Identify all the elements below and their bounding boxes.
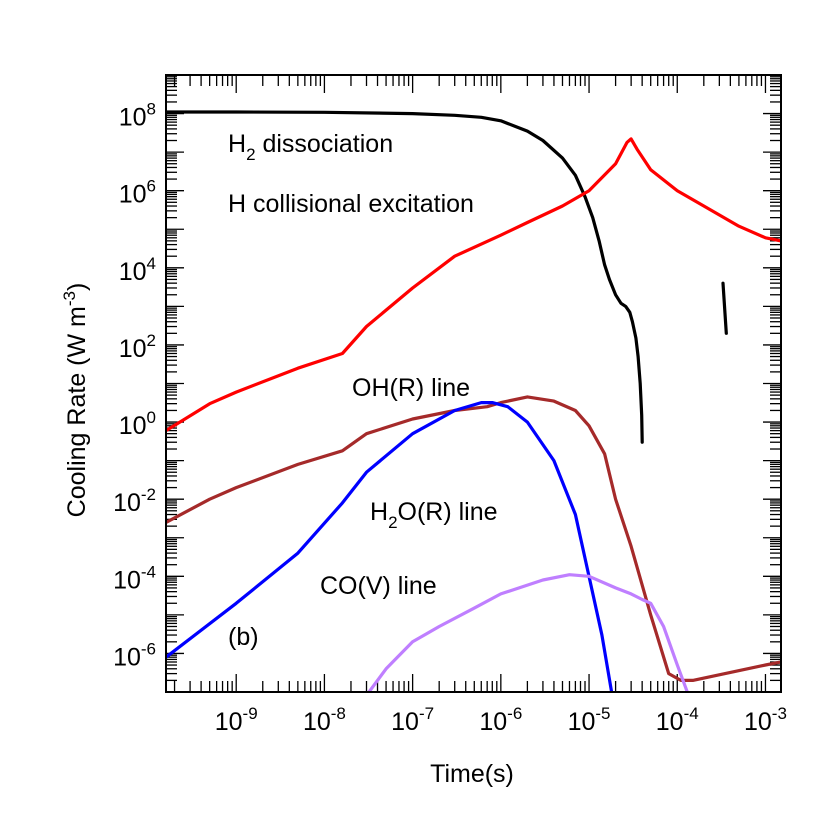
y-tick-label: 10-4 — [113, 562, 156, 594]
y-axis-title-exponent: -3 — [60, 291, 79, 306]
x-tick-label: 10-5 — [568, 704, 611, 736]
x-tick-label-base: 10 — [479, 708, 507, 736]
y-tick-label: 102 — [119, 331, 156, 363]
y-tick-label-base: 10 — [119, 258, 147, 286]
plot-frame — [165, 74, 782, 693]
y-tick-label-exponent: 8 — [147, 100, 156, 119]
y-tick-label-base: 10 — [119, 104, 147, 132]
panel-label: (b) — [228, 623, 259, 651]
y-tick-label-exponent: -6 — [141, 639, 156, 658]
legend-h2o-r-line-rest: O(R) line — [398, 498, 498, 526]
series-line-3-0 — [166, 401, 614, 692]
data-series — [166, 110, 781, 692]
tick-labels: 10-9 10-8 10-7 10-6 10-5 10-4 10-3108106104102… — [113, 100, 787, 736]
series-line-0-0 — [166, 110, 644, 444]
x-tick-label-base: 10 — [568, 708, 596, 736]
y-tick-label: 10-6 — [113, 639, 156, 671]
y-tick-label-base: 10 — [113, 643, 141, 671]
x-tick-label-base: 10 — [744, 708, 772, 736]
x-tick-label: 10-7 — [391, 704, 434, 736]
x-tick-label-base: 10 — [303, 708, 331, 736]
legend-h2o-r-line: H2O(R) line — [370, 498, 498, 532]
y-tick-label-exponent: 0 — [147, 408, 156, 427]
y-axis-title-main: Cooling Rate (W m — [63, 306, 91, 517]
x-tick-label-exponent: -5 — [595, 704, 610, 723]
legend-h2-dissociation-sub: 2 — [246, 145, 255, 164]
y-tick-label-exponent: -2 — [141, 485, 156, 504]
tick-marks — [166, 74, 781, 693]
y-tick-label: 108 — [119, 100, 156, 132]
x-tick-label: 10-6 — [479, 704, 522, 736]
legend-h2o-r-line-main: H — [370, 498, 388, 526]
series-line-4-0 — [367, 573, 689, 692]
y-tick-label-base: 10 — [119, 335, 147, 363]
x-tick-label: 10-3 — [744, 704, 787, 736]
x-tick-label-base: 10 — [656, 708, 684, 736]
y-tick-label-exponent: -4 — [141, 562, 156, 581]
legend-h2-dissociation-rest: dissociation — [256, 130, 394, 158]
y-tick-label-base: 10 — [113, 566, 141, 594]
y-tick-label: 10-2 — [113, 485, 156, 517]
x-tick-label-base: 10 — [215, 708, 243, 736]
y-tick-label: 106 — [119, 177, 156, 209]
y-tick-label: 104 — [119, 254, 156, 286]
y-tick-label-base: 10 — [119, 412, 147, 440]
legend-h2-dissociation-main: H — [228, 130, 246, 158]
x-tick-label-exponent: -4 — [684, 704, 699, 723]
y-axis-title: Cooling Rate (W m-3) — [60, 283, 91, 518]
legend-oh-r-line: OH(R) line — [352, 374, 470, 402]
x-tick-label-exponent: -6 — [507, 704, 522, 723]
x-tick-label-exponent: -9 — [243, 704, 258, 723]
y-tick-label-exponent: 6 — [147, 177, 156, 196]
legend-h2o-r-line-sub: 2 — [388, 513, 397, 532]
legend-h-collisional-excitation: H collisional excitation — [228, 190, 474, 218]
x-tick-label: 10-9 — [215, 704, 258, 736]
y-axis-title-close: ) — [63, 283, 91, 291]
y-tick-label-base: 10 — [113, 489, 141, 517]
series-line-0-1 — [721, 281, 728, 335]
x-tick-label-base: 10 — [391, 708, 419, 736]
y-tick-label-exponent: 4 — [147, 254, 156, 273]
legend-co-v-line: CO(V) line — [320, 572, 437, 600]
y-tick-label-exponent: 2 — [147, 331, 156, 350]
y-tick-label: 100 — [119, 408, 156, 440]
x-tick-label-exponent: -8 — [331, 704, 346, 723]
x-tick-label-exponent: -7 — [419, 704, 434, 723]
y-tick-label-base: 10 — [119, 181, 147, 209]
x-tick-label-exponent: -3 — [772, 704, 787, 723]
series-line-1-0 — [166, 137, 781, 433]
x-tick-label: 10-4 — [656, 704, 699, 736]
x-axis-title: Time(s) — [430, 760, 514, 788]
legend-h2-dissociation: H2 dissociation — [228, 130, 393, 164]
series-line-2-0 — [166, 395, 781, 683]
x-tick-label: 10-8 — [303, 704, 346, 736]
